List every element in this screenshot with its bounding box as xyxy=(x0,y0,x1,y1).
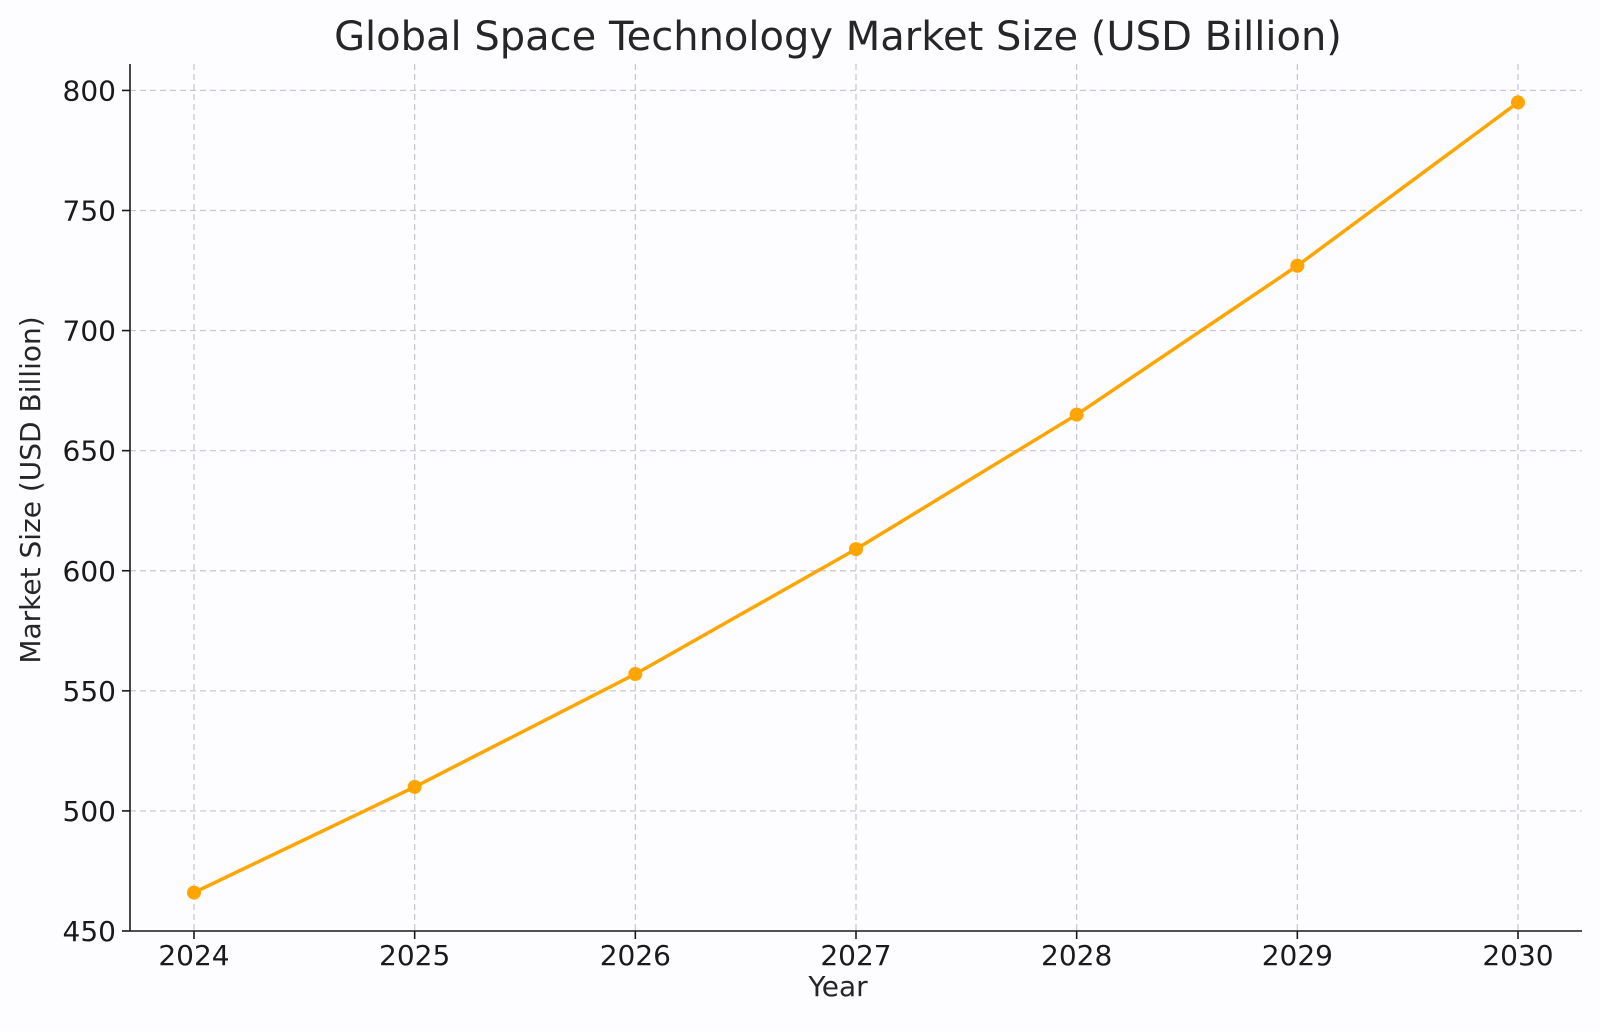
data-point xyxy=(1511,95,1525,110)
data-point xyxy=(1069,407,1084,422)
x-tick-label: 2027 xyxy=(820,939,891,972)
y-tick-label: 500 xyxy=(63,795,116,828)
y-tick-label: 450 xyxy=(63,915,116,948)
data-point xyxy=(1290,258,1305,273)
y-tick-label: 600 xyxy=(63,555,116,588)
data-point xyxy=(849,542,863,557)
x-tick-label: 2030 xyxy=(1482,939,1553,972)
series-layer xyxy=(187,95,1525,900)
data-point xyxy=(628,667,643,682)
y-tick-label: 800 xyxy=(63,74,116,107)
y-axis-label: Market Size (USD Billion) xyxy=(14,316,47,663)
grid xyxy=(130,64,1582,931)
data-point xyxy=(187,885,201,900)
data-point xyxy=(407,779,422,794)
x-tick-label: 2026 xyxy=(600,939,671,972)
y-tick-label: 550 xyxy=(63,675,116,708)
chart-title: Global Space Technology Market Size (USD… xyxy=(334,14,1342,60)
x-tick-label: 2024 xyxy=(158,939,229,972)
axes: 450 500 550 600 650 700 750 800 2024 2025 2026 2027… xyxy=(63,64,1582,972)
x-axis-label: Year xyxy=(807,970,868,1003)
y-tick-label: 700 xyxy=(63,315,116,348)
y-tick-label: 750 xyxy=(63,195,116,228)
x-tick-label: 2028 xyxy=(1041,939,1112,972)
x-tick-label: 2025 xyxy=(379,939,450,972)
y-tick-label: 650 xyxy=(63,435,116,468)
x-tick-label: 2029 xyxy=(1262,939,1333,972)
